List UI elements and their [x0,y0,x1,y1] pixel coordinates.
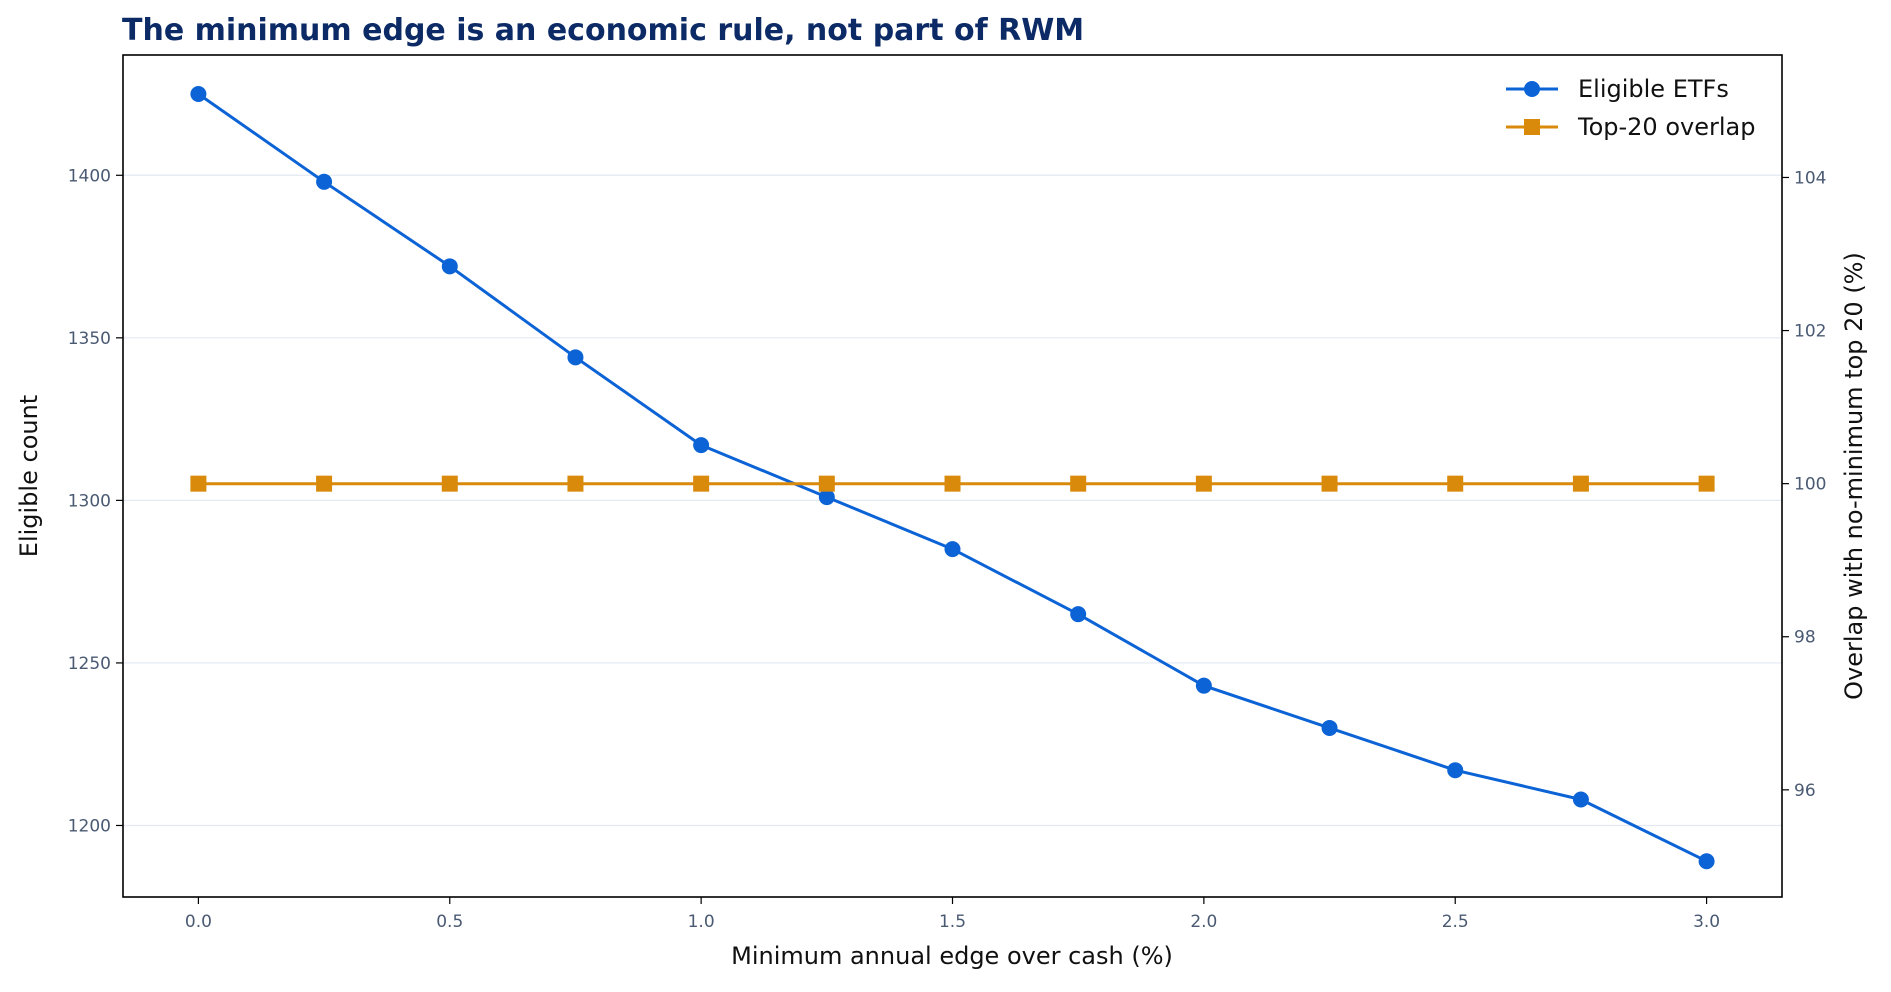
data-point [1572,475,1589,492]
data-point [693,437,710,454]
y2-tick-label: 104 [1794,168,1826,188]
data-point [316,173,333,190]
data-point [1447,762,1464,779]
grid-lines [123,174,1782,827]
data-point [441,475,458,492]
legend-item: Eligible ETFs [1506,75,1729,103]
data-point [693,475,710,492]
data-point [1321,475,1338,492]
data-point [818,489,835,506]
y-tick-label: 1200 [68,816,111,836]
x-tick-label: 1.0 [688,912,715,932]
legend-item: Top-20 overlap [1506,113,1755,141]
series-layer [190,86,1715,870]
y2-tick-label: 96 [1794,781,1816,801]
data-point [190,86,207,103]
chart-title: The minimum edge is an economic rule, no… [122,13,1084,48]
data-point [1070,606,1087,623]
legend-marker [1524,119,1540,135]
data-point [567,349,584,366]
data-point [441,258,458,275]
x-tick-label: 2.5 [1442,912,1469,932]
data-point [944,541,961,558]
y-tick-label: 1400 [68,166,111,186]
data-point [1195,677,1212,694]
y2-axis-label: Overlap with no-minimum top 20 (%) [1840,252,1868,700]
x-tick-label: 0.5 [436,912,463,932]
y-tick-label: 1300 [68,491,111,511]
series-1 [190,86,1715,870]
data-point [944,475,961,492]
y2-tick-label: 100 [1794,475,1826,495]
series-2 [190,475,1715,492]
data-point [1070,475,1087,492]
x-axis: 0.0 0.5 1.0 1.5 2.0 2.5 3.0 [185,897,1720,932]
data-point [1698,853,1715,870]
data-point [190,475,207,492]
data-point [316,475,333,492]
legend-label: Top-20 overlap [1577,113,1755,141]
data-point [1447,475,1464,492]
y-axis-right: 96 98 100 102 104 [1782,168,1826,801]
data-point [1698,475,1715,492]
legend: Eligible ETFs Top-20 overlap [1506,75,1755,141]
y-axis-left: 1200 1250 1300 1350 1400 [68,166,123,836]
y-axis-label: Eligible count [15,395,43,557]
data-point [1195,475,1212,492]
data-point [1572,791,1589,808]
y-tick-label: 1350 [68,329,111,349]
legend-label: Eligible ETFs [1578,75,1729,103]
x-tick-label: 3.0 [1693,912,1720,932]
x-axis-label: Minimum annual edge over cash (%) [731,942,1173,970]
x-tick-label: 0.0 [185,912,212,932]
y2-tick-label: 102 [1794,322,1826,342]
y2-tick-label: 98 [1794,628,1816,648]
y-tick-label: 1250 [68,654,111,674]
x-tick-label: 1.5 [939,912,966,932]
data-point [818,475,835,492]
legend-marker [1524,81,1540,97]
data-point [567,475,584,492]
x-tick-label: 2.0 [1190,912,1217,932]
data-point [1321,719,1338,736]
